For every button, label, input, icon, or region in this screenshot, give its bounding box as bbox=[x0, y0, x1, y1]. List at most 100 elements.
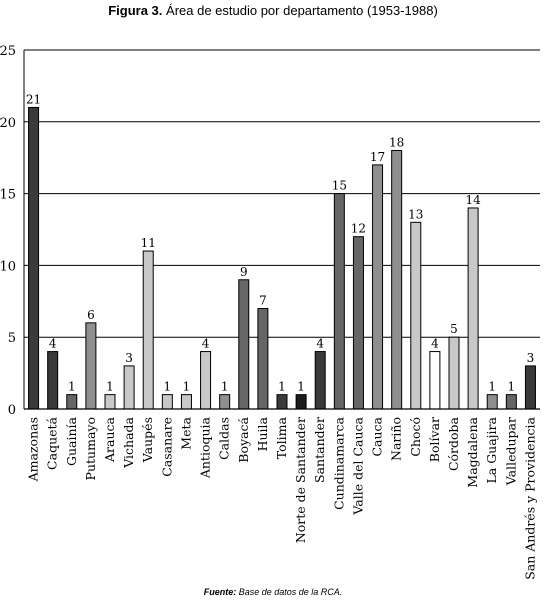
bar bbox=[391, 150, 403, 410]
figure-title: Área de estudio por departamento (1953-1… bbox=[166, 3, 438, 18]
x-tick-label: La Guajira bbox=[484, 416, 499, 483]
data-label: 4 bbox=[316, 337, 324, 351]
bar bbox=[486, 394, 498, 410]
source-note: Fuente: Base de datos de la RCA. bbox=[0, 587, 546, 597]
x-tick-label: Magdalena bbox=[465, 416, 480, 487]
x-tick-label: Arauca bbox=[102, 416, 117, 463]
bar bbox=[410, 221, 422, 410]
data-label: 9 bbox=[240, 265, 248, 279]
x-tick-label: Vaupés bbox=[140, 417, 155, 463]
data-label: 7 bbox=[259, 293, 267, 307]
bar bbox=[219, 394, 231, 410]
x-tick-label: Amazonas bbox=[26, 417, 41, 482]
data-label: 13 bbox=[408, 207, 423, 221]
bar bbox=[142, 250, 154, 410]
bar bbox=[276, 394, 288, 410]
bar bbox=[85, 322, 97, 410]
x-tick-label: Meta bbox=[178, 416, 193, 449]
data-label: 21 bbox=[26, 92, 41, 106]
x-tick-label: Valle del Cauca bbox=[350, 416, 365, 515]
bar bbox=[123, 365, 135, 410]
x-tick-label: Huila bbox=[255, 416, 270, 451]
bar bbox=[104, 394, 116, 410]
x-tick-label: Santander bbox=[312, 417, 327, 483]
x-tick-label: Caldas bbox=[217, 417, 232, 460]
bar bbox=[429, 351, 441, 410]
x-axis-labels: Amazonas Caquetá Guainía Putumayo Arauca Vich… bbox=[26, 416, 538, 579]
bar bbox=[47, 351, 59, 410]
data-label: 1 bbox=[183, 380, 191, 394]
x-tick-label: Caquetá bbox=[45, 416, 60, 469]
chart-title: Figura 3. Área de estudio por departamen… bbox=[0, 3, 546, 18]
data-label: 12 bbox=[351, 222, 366, 236]
data-label: 4 bbox=[431, 337, 439, 351]
x-tick-label: Nariño bbox=[389, 417, 404, 461]
data-label: 1 bbox=[297, 380, 305, 394]
bar bbox=[295, 394, 307, 410]
x-tick-label: Antioquia bbox=[198, 416, 213, 479]
data-label: 1 bbox=[164, 380, 172, 394]
x-tick-label: Bolívar bbox=[427, 417, 442, 462]
data-label: 15 bbox=[332, 179, 347, 193]
bar bbox=[257, 307, 269, 410]
x-tick-label: Casanare bbox=[159, 417, 174, 477]
bar bbox=[314, 351, 326, 410]
source-text: Base de datos de la RCA. bbox=[238, 587, 343, 597]
y-tick-label: 10 bbox=[0, 259, 16, 274]
data-label: 18 bbox=[389, 136, 404, 150]
bar bbox=[200, 351, 212, 410]
bar bbox=[372, 164, 384, 410]
bar bbox=[66, 394, 78, 410]
x-tick-label: Cauca bbox=[370, 416, 385, 456]
figure-label: Figura 3. bbox=[108, 3, 163, 18]
bar bbox=[333, 193, 345, 410]
bar bbox=[448, 336, 460, 410]
bar bbox=[180, 394, 192, 410]
x-tick-label: Chocó bbox=[408, 417, 423, 457]
data-label: 5 bbox=[450, 322, 458, 336]
x-tick-label: Valledupar bbox=[503, 417, 518, 486]
x-tick-label: Cundinamarca bbox=[331, 416, 346, 509]
data-label: 1 bbox=[221, 380, 229, 394]
bar bbox=[238, 279, 250, 410]
x-tick-label: Boyacá bbox=[236, 416, 251, 462]
data-label: 1 bbox=[488, 380, 496, 394]
data-label: 1 bbox=[106, 380, 114, 394]
data-label: 1 bbox=[68, 380, 76, 394]
bar bbox=[352, 236, 364, 410]
bar bbox=[505, 394, 517, 410]
x-tick-label: Putumayo bbox=[83, 417, 98, 480]
y-axis-ticks: 0 5 10 15 20 25 bbox=[0, 44, 16, 418]
x-tick-label: Tolima bbox=[274, 416, 289, 459]
data-label: 4 bbox=[49, 337, 57, 351]
bar bbox=[28, 106, 40, 410]
y-tick-label: 15 bbox=[0, 188, 16, 203]
x-tick-label: San Andrés y Providencia bbox=[522, 416, 537, 579]
y-tick-label: 5 bbox=[8, 331, 16, 346]
data-label: 4 bbox=[202, 337, 210, 351]
data-label: 3 bbox=[125, 351, 133, 365]
data-label: 1 bbox=[278, 380, 286, 394]
x-tick-label: Vichada bbox=[121, 416, 136, 468]
data-label: 1 bbox=[508, 380, 516, 394]
data-label: 11 bbox=[141, 236, 156, 250]
y-tick-label: 0 bbox=[8, 403, 16, 418]
data-label: 6 bbox=[87, 308, 95, 322]
bar bbox=[524, 365, 536, 410]
y-tick-label: 20 bbox=[0, 116, 16, 131]
bar bbox=[161, 394, 173, 410]
data-label: 17 bbox=[370, 150, 385, 164]
source-label: Fuente: bbox=[203, 587, 237, 597]
bar bbox=[467, 207, 479, 410]
x-tick-label: Córdoba bbox=[446, 416, 461, 471]
x-tick-label: Guainía bbox=[64, 416, 79, 466]
data-label: 3 bbox=[527, 351, 535, 365]
bars bbox=[28, 106, 536, 410]
axes bbox=[23, 50, 540, 410]
y-tick-label: 25 bbox=[0, 44, 16, 59]
gridlines bbox=[24, 49, 540, 338]
data-label: 14 bbox=[465, 193, 481, 207]
x-tick-label: Norte de Santander bbox=[293, 417, 308, 543]
